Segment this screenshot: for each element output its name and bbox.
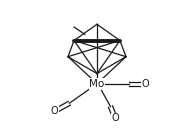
Text: O: O — [111, 113, 119, 123]
Text: O: O — [141, 79, 149, 89]
Text: O: O — [51, 106, 58, 116]
Text: Mo: Mo — [89, 79, 105, 89]
